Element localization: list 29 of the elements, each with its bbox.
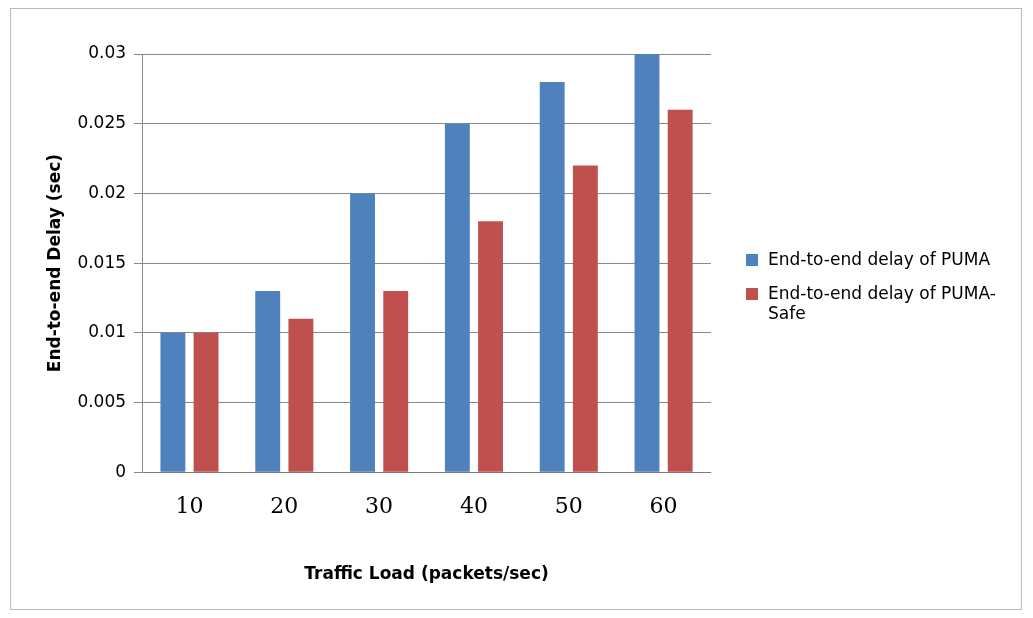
- y-tick-label: 0.02: [88, 181, 127, 202]
- bar: [634, 54, 660, 472]
- y-tick-label: 0.005: [77, 390, 127, 411]
- x-axis-title: Traffic Load (packets/sec): [304, 563, 549, 584]
- y-axis-title: End-to-end Delay (sec): [43, 154, 64, 373]
- bar: [160, 332, 186, 472]
- y-tick-label: 0.03: [88, 42, 127, 63]
- x-tick-label: 20: [270, 493, 299, 519]
- x-tick-label: 10: [175, 493, 204, 519]
- x-tick-label: 50: [554, 493, 583, 519]
- y-tick-label: 0.01: [88, 321, 127, 342]
- bar: [383, 290, 409, 472]
- y-tick-label: 0: [115, 460, 127, 481]
- bar: [572, 165, 598, 472]
- y-tick-label: 0.015: [77, 251, 127, 272]
- bar: [667, 109, 693, 472]
- bar: [539, 81, 565, 472]
- bar: [288, 318, 314, 472]
- bar: [478, 221, 503, 472]
- bar: [193, 332, 219, 472]
- legend-label: End-to-end delay of PUMA-Safe: [768, 283, 997, 323]
- bar: [255, 290, 281, 472]
- x-tick-label: 60: [649, 493, 678, 519]
- legend-label: End-to-end delay of PUMA: [768, 249, 991, 269]
- x-tick-label: 30: [365, 493, 394, 519]
- bar: [350, 193, 375, 472]
- bar: [444, 123, 470, 472]
- y-tick-label: 0.025: [77, 112, 127, 133]
- x-tick-label: 40: [459, 493, 488, 519]
